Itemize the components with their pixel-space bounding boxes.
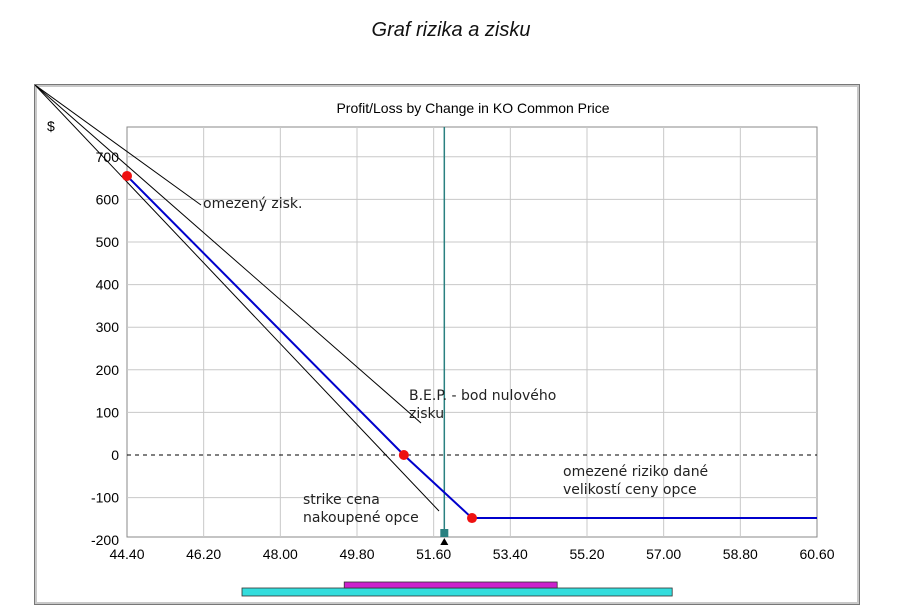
annotation-limited-risk: omezené riziko dané velikostí ceny opce: [563, 464, 709, 498]
plot-border: [126, 126, 818, 538]
annotation-strike-price: strike cena nakoupené opce: [303, 492, 419, 526]
x-tick-label: 44.40: [109, 546, 144, 562]
profit-loss-line: [126, 175, 817, 520]
key-point: [122, 170, 132, 181]
x-tick-label: 58.80: [723, 546, 758, 562]
x-tick-label: 57.00: [646, 546, 681, 562]
y-axis-label: $: [47, 118, 55, 134]
x-tick-label: 53.40: [493, 546, 528, 562]
x-tick-label: 60.60: [799, 546, 834, 562]
y-tick-label: -200: [91, 532, 119, 548]
chart-frame: Profit/Loss by Change in KO Common Price…: [34, 84, 860, 605]
range-bar-inner: [343, 581, 558, 589]
current-price-handle: [440, 529, 449, 537]
y-tick-label: -100: [91, 490, 119, 506]
range-bar-outer: [241, 587, 673, 597]
x-tick-label: 55.20: [569, 546, 604, 562]
x-tick-label: 48.00: [263, 546, 298, 562]
leader-break-even: [35, 85, 422, 424]
chart-canvas: Profit/Loss by Change in KO Common Price…: [35, 85, 835, 597]
y-tick-label: 500: [96, 234, 120, 250]
y-tick-label: 0: [111, 447, 119, 463]
leader-limited-profit: [35, 85, 202, 206]
key-point: [398, 450, 409, 460]
page-title: Graf rizika a zisku: [371, 19, 531, 41]
y-tick-label: 700: [96, 149, 120, 165]
x-tick-label: 51.60: [416, 546, 451, 562]
annotation-limited-profit: omezený zisk.: [203, 196, 303, 212]
annotation-break-even: B.E.P. - bod nulového zisku: [409, 388, 557, 422]
y-tick-label: 200: [96, 362, 120, 378]
y-tick-label: 600: [96, 191, 120, 207]
y-tick-label: 100: [96, 404, 120, 420]
chart-title: Profit/Loss by Change in KO Common Price: [336, 100, 609, 116]
leader-strike-price: [35, 85, 440, 512]
key-point: [467, 513, 477, 524]
x-tick-label: 49.80: [339, 546, 374, 562]
x-tick-label: 46.20: [186, 546, 221, 562]
y-tick-label: 300: [96, 319, 120, 335]
current-price-arrow: [440, 538, 449, 545]
y-tick-label: 400: [96, 277, 120, 293]
